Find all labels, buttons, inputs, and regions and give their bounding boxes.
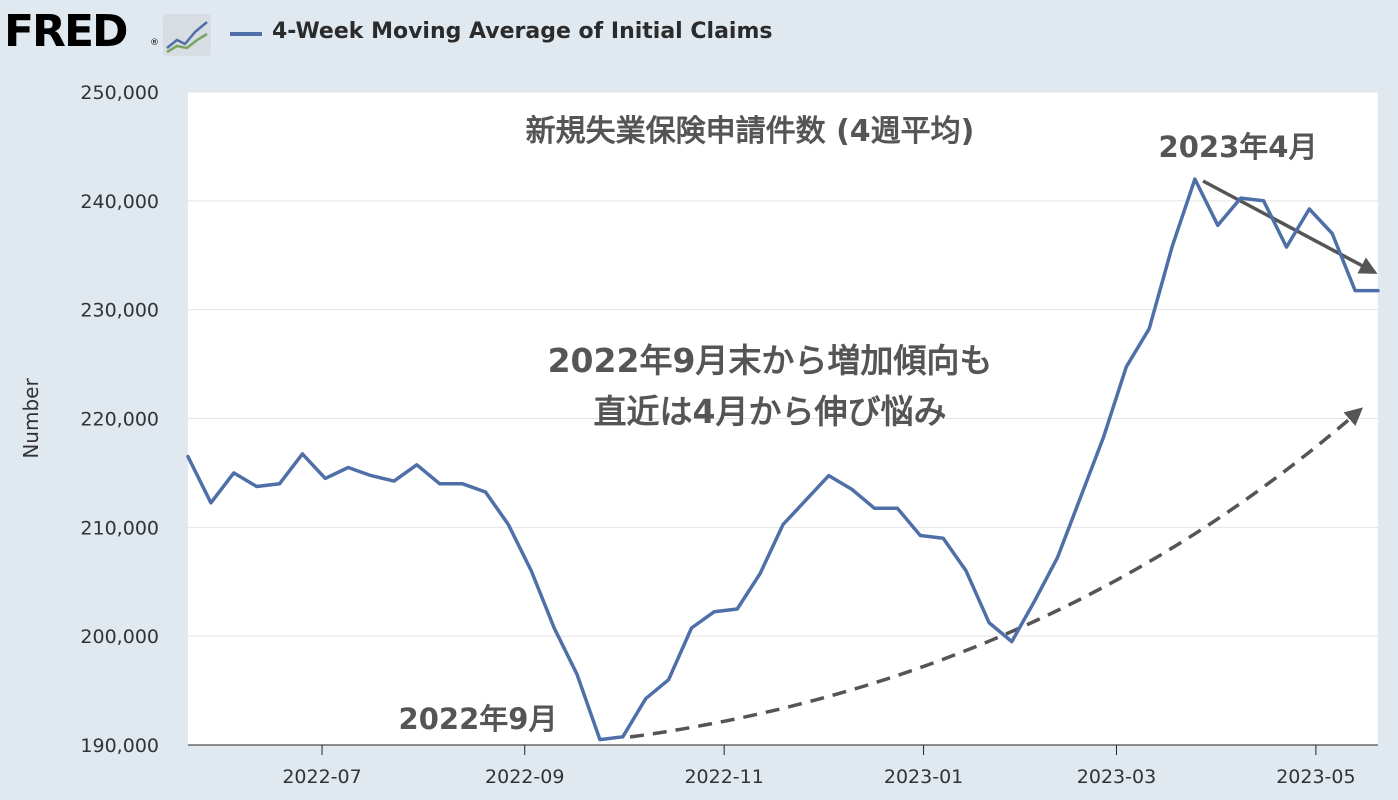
legend-swatch xyxy=(230,32,262,36)
grid xyxy=(188,91,1378,746)
x-tick-label: 2023-01 xyxy=(884,766,963,788)
y-tick-label: 190,000 xyxy=(80,735,159,757)
decline-arrow xyxy=(1202,179,1378,274)
x-tick-label: 2022-09 xyxy=(485,766,564,788)
x-axis: 2022-07 2022-09 2022-11 2023-01 2023-03 2023-… xyxy=(282,745,1356,788)
y-tick-label: 230,000 xyxy=(80,300,159,322)
annotation-text: 新規失業保険申請件数 (4週平均) xyxy=(526,114,975,149)
fred-logo[interactable]: FRED xyxy=(4,6,129,57)
y-tick-label: 220,000 xyxy=(80,409,159,431)
annotation-layer: 新規失業保険申請件数 (4週平均) 2023年4月 2022年9月末から増加傾向も直… xyxy=(399,114,1318,736)
annotation-text: 2022年9月 xyxy=(399,702,558,736)
x-tick-label: 2022-07 xyxy=(282,766,361,788)
y-axis-label: Number xyxy=(19,378,43,459)
annotation-text: 直近は4月から伸び悩み xyxy=(594,392,947,431)
y-tick-label: 250,000 xyxy=(80,82,159,104)
y-axis: 190,000 200,000 210,000 220,000 230,000 240,0… xyxy=(80,82,159,757)
series-layer xyxy=(186,177,1380,742)
x-tick-label: 2022-11 xyxy=(684,766,763,788)
registered-mark: ® xyxy=(150,38,159,48)
header: FRED ® 4-Week Moving Average of Initial … xyxy=(0,0,1398,70)
legend-label[interactable]: 4-Week Moving Average of Initial Claims xyxy=(272,19,773,44)
dashed-trend-arrow xyxy=(629,407,1364,739)
y-tick-label: 200,000 xyxy=(80,626,159,648)
x-tick-label: 2023-03 xyxy=(1077,766,1156,788)
y-tick-label: 240,000 xyxy=(80,191,159,213)
annotation-text: 2023年4月 xyxy=(1159,130,1318,164)
trend-annotations xyxy=(629,179,1378,739)
fred-graph-icon xyxy=(163,14,211,60)
annotation-text: 2022年9月末から増加傾向も xyxy=(548,341,993,380)
series-line xyxy=(186,177,1380,742)
y-tick-label: 210,000 xyxy=(80,517,159,539)
x-tick-label: 2023-05 xyxy=(1276,766,1355,788)
